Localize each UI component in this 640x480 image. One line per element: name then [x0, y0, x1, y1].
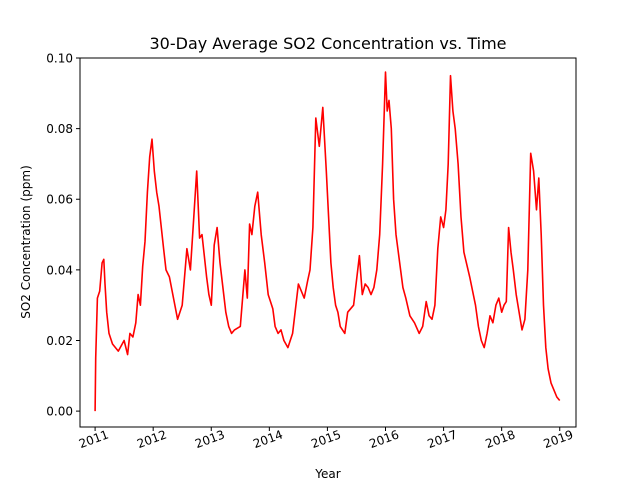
y-tick-label: 0.08: [46, 122, 73, 136]
plot-area: [94, 71, 561, 412]
x-axis-ticks: 2011 2012 2013 2014 2015 2016 2017 2018 2019: [77, 427, 575, 451]
series-line-0: [94, 71, 561, 412]
y-tick-label: 0.10: [46, 52, 73, 66]
x-axis-label: Year: [314, 467, 340, 480]
x-tick-label: 2012: [135, 427, 168, 451]
x-tick-label: 2015: [309, 427, 342, 451]
y-tick-label: 0.02: [46, 334, 73, 348]
y-axis-ticks: 0.00 0.02 0.04 0.06 0.08 0.10: [46, 52, 80, 419]
plot-frame: [79, 57, 577, 428]
x-tick-label: 2019: [542, 427, 575, 451]
y-tick-label: 0.00: [46, 405, 73, 419]
x-tick-label: 2014: [251, 427, 284, 451]
y-axis-label: SO2 Concentration (ppm): [19, 165, 33, 319]
chart-title: 30-Day Average SO2 Concentration vs. Tim…: [149, 34, 506, 53]
x-tick-label: 2017: [425, 427, 458, 451]
x-tick-label: 2018: [484, 427, 517, 451]
y-tick-label: 0.06: [46, 193, 73, 207]
x-tick-label: 2013: [193, 427, 226, 451]
y-tick-label: 0.04: [46, 263, 73, 277]
x-tick-label: 2011: [77, 427, 110, 451]
x-tick-label: 2016: [367, 427, 400, 451]
